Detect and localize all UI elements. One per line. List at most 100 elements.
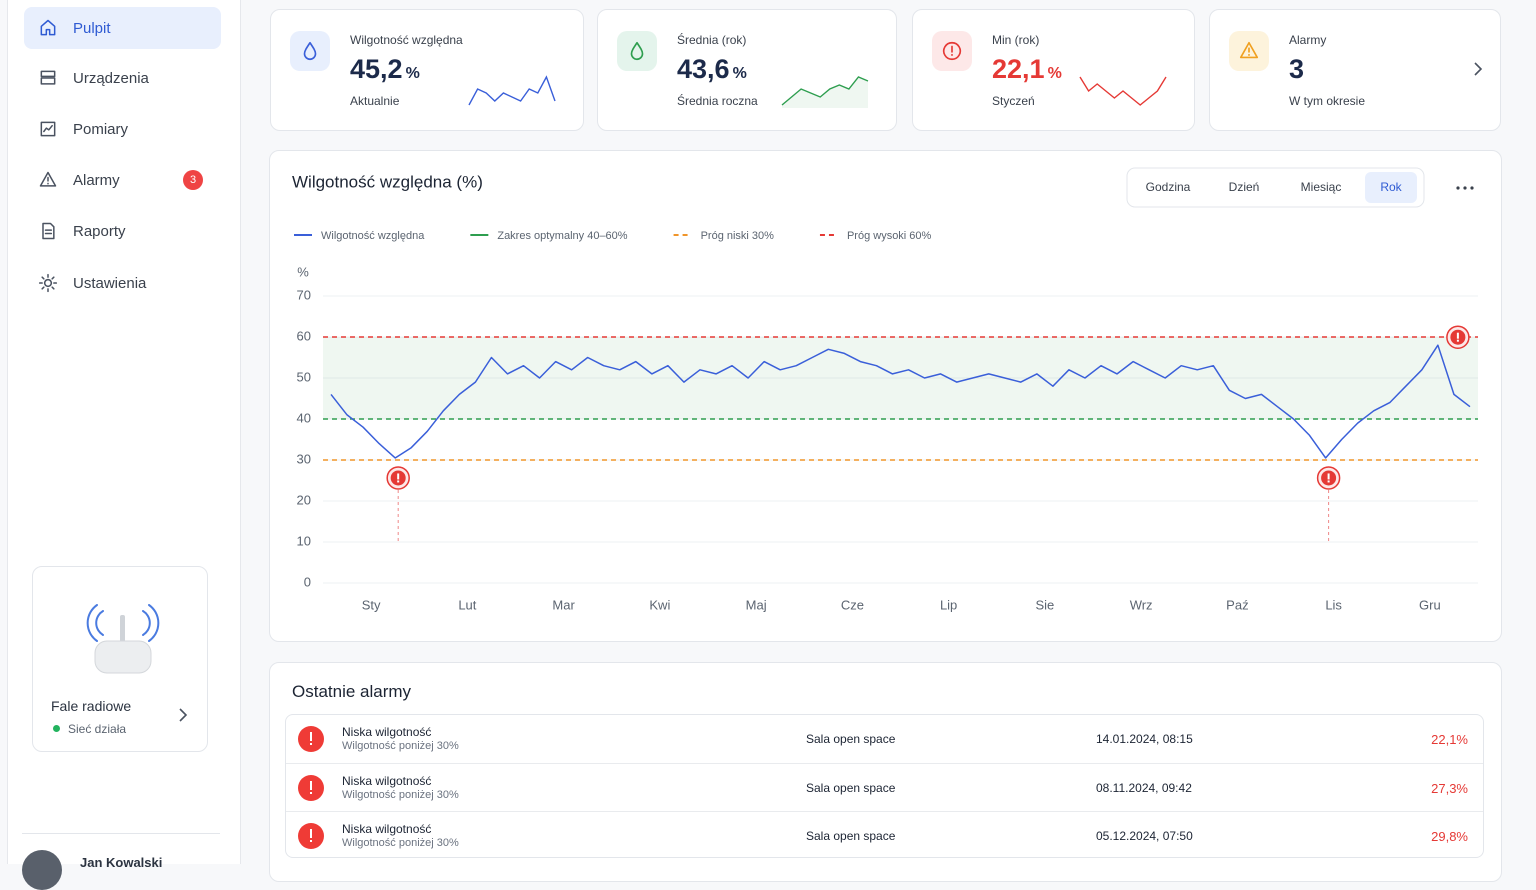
- tab[interactable]: Miesiąc: [1301, 180, 1342, 194]
- nav-item[interactable]: Ustawienia: [24, 262, 221, 304]
- menu-dot: [1463, 186, 1467, 190]
- x-tick-label: Lis: [1325, 597, 1342, 612]
- alarm-subtitle: Wilgotność poniżej 30%: [342, 740, 459, 752]
- chevron-shape: [179, 708, 188, 722]
- router-body: [94, 640, 152, 674]
- alarm-title: Niska wilgotność: [342, 774, 432, 788]
- alarm-icon-dot: [310, 792, 312, 794]
- stat-card: Alarmy 3 W tym okresie: [1209, 9, 1501, 131]
- x-tick-label: Sie: [1035, 597, 1054, 612]
- y-tick-label: 40: [297, 410, 311, 425]
- nav-icon: [40, 19, 56, 36]
- alarm-row[interactable]: Niska wilgotność Wilgotność poniżej 30% Sa…: [286, 763, 1483, 811]
- nav-icon: [38, 273, 58, 293]
- stat-value: 45,2: [350, 54, 403, 84]
- nav-label: Alarmy: [73, 172, 120, 189]
- icon-shape: [40, 121, 56, 137]
- x-tick-label: Wrz: [1130, 597, 1153, 612]
- nav-item[interactable]: Pomiary: [24, 108, 221, 150]
- stat-card: Min (rok) 22,1% Styczeń: [912, 9, 1195, 131]
- alarm-row[interactable]: Niska wilgotność Wilgotność poniżej 30% Sa…: [286, 715, 1483, 763]
- x-tick-label: Lip: [940, 597, 957, 612]
- alarm-icon: [298, 775, 324, 801]
- alarm-location: Sala open space: [806, 732, 896, 746]
- alarm-value: 29,8%: [1431, 829, 1468, 844]
- device-title: Fale radiowe: [51, 698, 132, 714]
- y-tick-label: 30: [297, 451, 311, 466]
- alarm-time: 05.12.2024, 07:50: [1096, 829, 1193, 843]
- sparkline-line: [781, 76, 869, 106]
- x-tick-label: Gru: [1419, 597, 1441, 612]
- tab-active-bg: [1365, 172, 1417, 203]
- y-tick-label: 50: [297, 369, 311, 384]
- nav-badge: 3: [183, 170, 203, 190]
- series-line: [330, 344, 1471, 459]
- stat-unit: %: [1047, 65, 1062, 82]
- icon-shape: [39, 171, 57, 187]
- stat-value-row: 22,1%: [992, 54, 1062, 85]
- alarm-value: 22,1%: [1431, 732, 1468, 747]
- stat-unit: %: [405, 65, 420, 82]
- menu-dot: [1456, 186, 1460, 190]
- nav-item[interactable]: Raporty: [24, 210, 221, 252]
- alarm-title: Niska wilgotność: [342, 725, 432, 739]
- tab[interactable]: Rok: [1380, 180, 1402, 194]
- nav-label: Pulpit: [73, 20, 111, 37]
- stat-value: 22,1: [992, 54, 1045, 84]
- stat-icon-svg: [1239, 41, 1259, 59]
- alarm-row[interactable]: Niska wilgotność Wilgotność poniżej 30% Sa…: [286, 811, 1483, 859]
- alarm-icon-bang: [310, 732, 312, 741]
- x-tick-label: Sty: [362, 597, 381, 612]
- signal-wave: [148, 604, 160, 642]
- alarm-icon-dot: [310, 743, 312, 745]
- tab[interactable]: Dzień: [1229, 180, 1260, 194]
- sparkline-area: [782, 77, 868, 108]
- nav-label: Ustawienia: [73, 275, 147, 292]
- signal-wave: [142, 610, 151, 636]
- nav-item[interactable]: Urządzenia: [24, 57, 221, 99]
- nav-label: Pomiary: [73, 121, 129, 138]
- signal-wave: [86, 604, 98, 642]
- y-axis-label: %: [297, 264, 309, 279]
- stat-icon-svg: [303, 41, 317, 60]
- alarm-subtitle: Wilgotność poniżej 30%: [342, 789, 459, 801]
- stat-caption: Średnia roczna: [677, 94, 758, 108]
- stat-value-row: 3: [1289, 54, 1304, 85]
- tab-group: [1126, 167, 1425, 208]
- y-tick-label: 20: [297, 492, 311, 507]
- alarm-icon-bang: [310, 781, 312, 790]
- tab[interactable]: Godzina: [1146, 180, 1191, 194]
- signal-wave: [95, 610, 104, 636]
- icon-shape: [630, 41, 644, 60]
- avatar: [22, 850, 62, 890]
- nav-item[interactable]: Alarmy 3: [24, 159, 221, 201]
- legend-label: Próg niski 30%: [701, 230, 775, 242]
- nav-item[interactable]: Pulpit: [24, 7, 221, 49]
- y-tick-label: 10: [297, 533, 311, 548]
- icon-shape: [943, 41, 961, 61]
- icon-shape: [38, 273, 58, 293]
- x-tick-label: Paź: [1226, 597, 1248, 612]
- sparkline-line: [468, 75, 556, 106]
- alarm-marker-dot: [1456, 339, 1459, 342]
- icon-shape: [42, 222, 55, 240]
- x-tick-label: Cze: [841, 597, 864, 612]
- legend-label: Próg wysoki 60%: [847, 230, 932, 242]
- alarm-marker-dot: [1327, 480, 1330, 483]
- stat-caption: Aktualnie: [350, 94, 400, 108]
- stat-icon-svg: [630, 41, 644, 60]
- device-status: Sieć działa: [68, 722, 127, 736]
- sparkline-line: [1079, 76, 1167, 106]
- optimal-band: [323, 337, 1478, 419]
- stat-icon: [617, 31, 657, 71]
- sparkline: [468, 75, 556, 106]
- device-card[interactable]: Fale radiowe Sieć działa: [32, 566, 208, 752]
- y-tick-label: 60: [297, 328, 311, 343]
- stat-value-row: 43,6%: [677, 54, 747, 85]
- alarm-icon: [298, 823, 324, 849]
- page: Wilgotność względna (%) Godzina Dzień Miesi…: [7, 0, 1502, 890]
- nav-label: Urządzenia: [73, 70, 149, 87]
- alarm-location: Sala open space: [806, 781, 896, 795]
- alarm-subtitle: Wilgotność poniżej 30%: [342, 837, 459, 849]
- alarm-location: Sala open space: [806, 829, 896, 843]
